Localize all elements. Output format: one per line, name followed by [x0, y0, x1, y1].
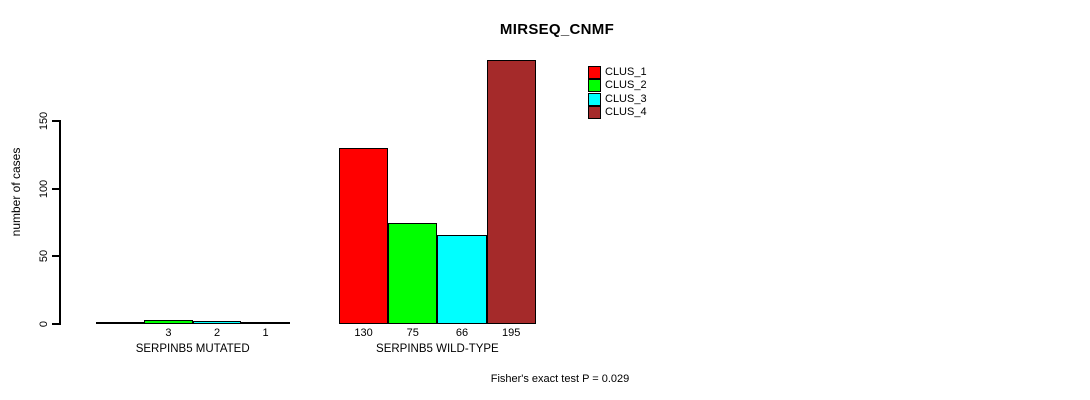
y-tick-label: 50 [38, 250, 50, 263]
bar-value-label: 130 [354, 327, 373, 339]
bar-value-label: 66 [455, 327, 469, 339]
y-tick-label: 0 [38, 320, 50, 328]
legend-swatch-clus_2 [588, 79, 601, 93]
bar-clus_4-group2 [486, 60, 536, 324]
y-tick-mark [52, 255, 59, 258]
bar-clus_4-group1 [241, 322, 290, 324]
legend-label: CLUS_4 [605, 105, 647, 118]
y-tick-mark [52, 323, 59, 325]
legend-swatch-clus_3 [588, 92, 601, 106]
bar-clus_1-group2 [339, 148, 389, 324]
legend-swatch-clus_1 [588, 66, 601, 79]
group-label: SERPINB5 WILD-TYPE [376, 343, 499, 355]
y-tick-label: 150 [38, 111, 50, 131]
legend-swatch-clus_4 [588, 105, 601, 119]
bar-value-label: 75 [406, 327, 419, 339]
legend: CLUS_1 CLUS_2 CLUS_3 CLUS_4 [588, 66, 688, 122]
bar-clus_3-group1 [192, 321, 242, 324]
legend-label: CLUS_3 [605, 92, 647, 105]
bar-clus_2-group1 [144, 319, 193, 324]
legend-label: CLUS_2 [605, 79, 647, 92]
fisher-test-note: Fisher's exact test P = 0.029 [490, 373, 630, 385]
bar-value-label: 3 [165, 327, 172, 339]
legend-label: CLUS_1 [605, 66, 647, 78]
y-tick-mark [52, 187, 59, 190]
bar-clus_3-group2 [437, 234, 487, 324]
chart-title: MIRSEQ_CNMF [499, 21, 615, 38]
bar-value-label: 1 [262, 327, 269, 339]
y-tick-mark [52, 120, 59, 122]
bar-value-label: 2 [213, 327, 221, 339]
bar-clus_2-group2 [388, 222, 438, 324]
bar-value-label: 195 [502, 327, 521, 339]
y-axis-line [59, 120, 61, 325]
y-tick-label: 100 [38, 179, 50, 198]
group-label: SERPINB5 MUTATED [135, 343, 250, 355]
